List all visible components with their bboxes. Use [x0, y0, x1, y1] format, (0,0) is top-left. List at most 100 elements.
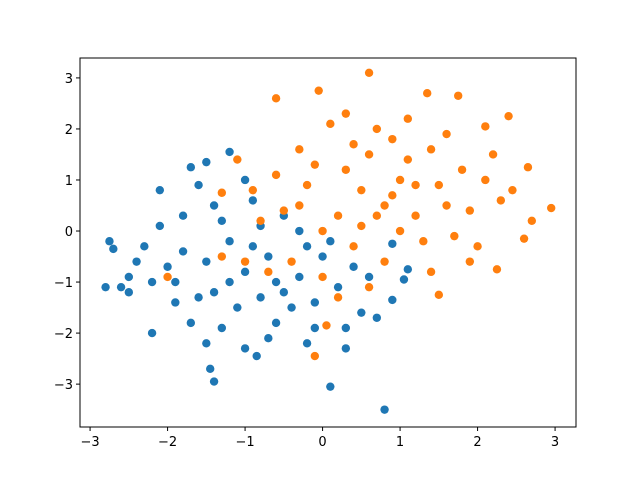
point: [240, 267, 250, 277]
x-tick-label: −1: [235, 435, 254, 450]
point: [380, 201, 389, 210]
point: [202, 339, 211, 348]
point: [295, 145, 304, 154]
x-tick-label: −3: [80, 435, 99, 450]
point: [341, 109, 351, 118]
point: [349, 262, 358, 271]
point: [481, 175, 490, 185]
point: [264, 267, 273, 277]
point: [318, 252, 327, 261]
point: [295, 272, 304, 282]
point: [225, 277, 234, 287]
axes-frame: [79, 57, 577, 428]
point: [287, 303, 296, 312]
point: [171, 277, 180, 287]
point: [178, 211, 188, 220]
point: [419, 237, 428, 246]
point: [271, 318, 281, 328]
point: [155, 221, 165, 231]
point: [465, 257, 475, 266]
point: [295, 226, 304, 236]
point: [109, 244, 118, 254]
point: [302, 242, 312, 251]
y-tick-label: 2: [65, 123, 73, 138]
point: [225, 147, 234, 157]
point: [388, 191, 397, 200]
point: [523, 163, 533, 172]
point: [147, 277, 157, 287]
point: [171, 298, 180, 307]
y-tick-label: −3: [54, 378, 73, 393]
point: [547, 203, 556, 213]
point: [186, 318, 196, 328]
point: [271, 170, 281, 180]
point: [380, 405, 389, 414]
point: [163, 272, 172, 282]
point: [105, 237, 114, 246]
point: [264, 252, 273, 261]
point: [194, 293, 203, 302]
x-tick-label: 2: [473, 435, 481, 450]
point: [206, 364, 215, 374]
point: [349, 242, 358, 251]
points: [101, 68, 556, 414]
point: [442, 129, 451, 139]
point: [155, 185, 165, 195]
point: [504, 111, 513, 121]
point: [132, 257, 141, 266]
point: [380, 257, 389, 266]
x-tick-label: −2: [158, 435, 177, 450]
point: [240, 257, 250, 266]
point: [496, 196, 506, 205]
y-tick-label: −2: [54, 327, 73, 342]
point: [248, 196, 258, 205]
point: [326, 382, 335, 391]
point: [403, 155, 413, 164]
point: [411, 180, 420, 190]
point: [364, 282, 374, 292]
point: [341, 344, 351, 353]
point: [326, 237, 335, 246]
point: [233, 303, 242, 312]
point: [271, 277, 281, 287]
point: [395, 226, 405, 236]
point: [395, 175, 405, 185]
point: [519, 234, 529, 243]
point: [310, 298, 320, 307]
point: [256, 293, 265, 302]
point: [256, 216, 265, 226]
point: [271, 94, 281, 103]
point: [333, 211, 343, 220]
point: [388, 239, 397, 248]
point: [279, 288, 289, 297]
point: [364, 272, 374, 282]
point: [318, 272, 327, 282]
y-tick-label: 0: [65, 225, 73, 240]
point: [248, 242, 258, 251]
point: [314, 86, 323, 95]
y-tick-label: 1: [65, 174, 73, 189]
point: [310, 323, 320, 333]
point: [364, 150, 374, 159]
point: [481, 122, 490, 131]
point: [372, 124, 382, 134]
point: [202, 157, 211, 167]
point: [492, 265, 502, 274]
point: [372, 313, 382, 322]
point: [426, 267, 436, 277]
point: [302, 339, 312, 348]
point: [264, 333, 273, 343]
point: [434, 180, 444, 190]
point: [186, 163, 196, 172]
point: [233, 155, 242, 164]
point: [349, 140, 358, 149]
point: [140, 242, 149, 251]
point: [322, 321, 331, 330]
point: [248, 185, 258, 195]
point: [295, 201, 304, 210]
point: [202, 257, 211, 266]
point: [442, 201, 451, 210]
point: [341, 323, 351, 333]
point: [426, 145, 436, 154]
